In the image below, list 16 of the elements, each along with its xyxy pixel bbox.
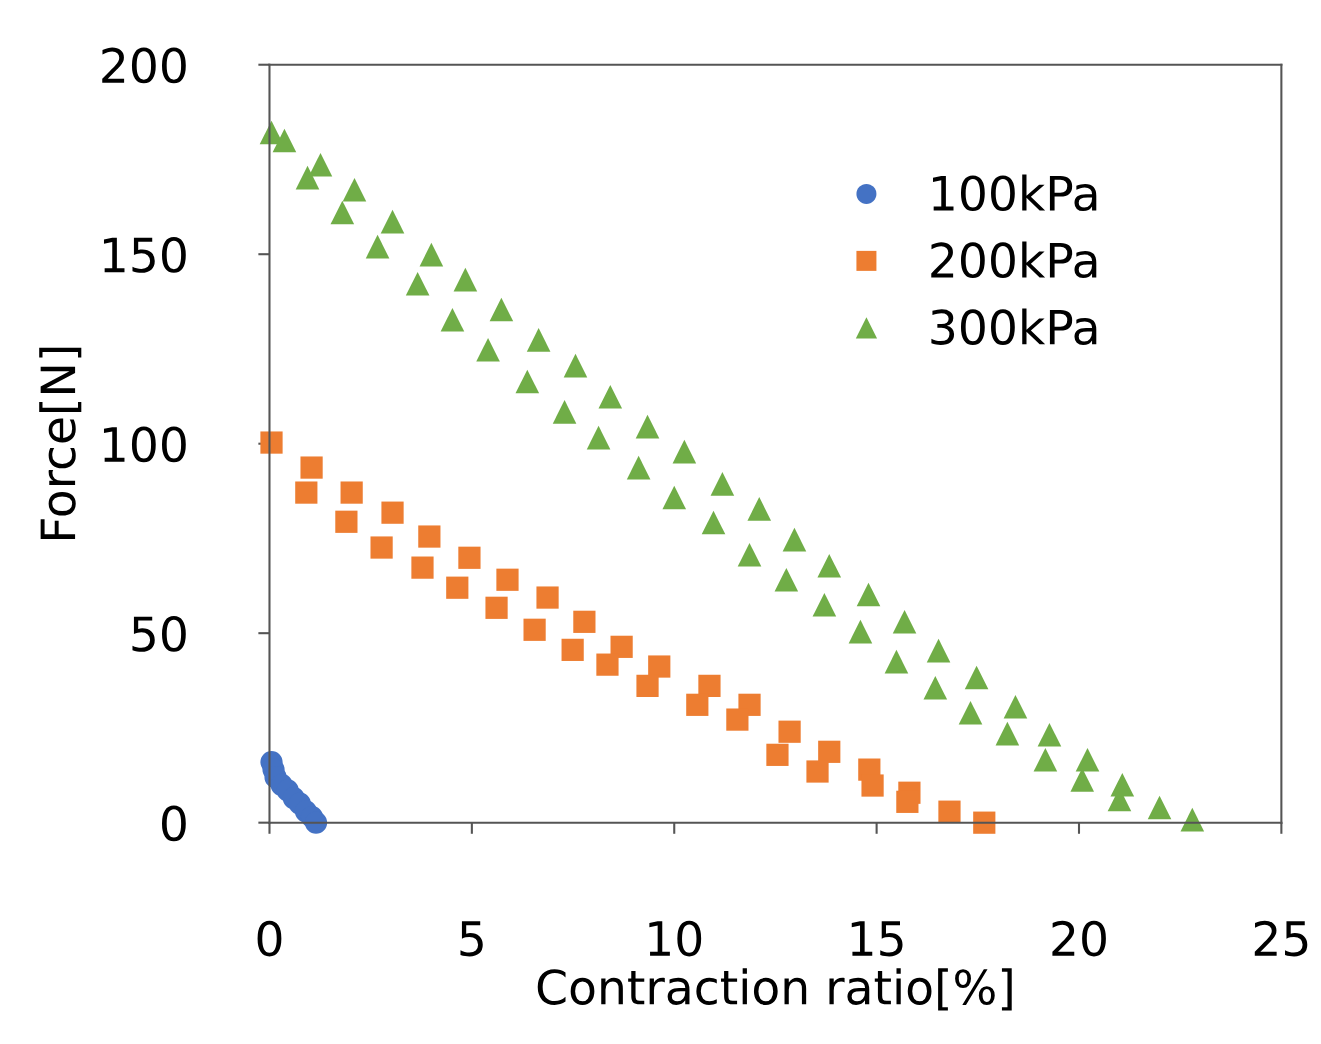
x-tick-label: 10 (649, 920, 702, 957)
x-tick-label: 25 (1254, 920, 1308, 957)
x-tick-label: 0 (257, 920, 282, 957)
y-tick-label: 50 (132, 616, 186, 652)
x-axis-title: Contraction ratio[%] (537, 968, 1012, 1011)
y-tick-label: 150 (103, 237, 186, 273)
legend-label: 300kPa (931, 308, 1097, 346)
x-tick-label: 15 (851, 921, 903, 957)
x-tick-label: 5 (460, 921, 483, 957)
y-axis-title: Force[N] (39, 347, 82, 540)
x-tick-label: 20 (1052, 920, 1106, 957)
y-tick-label: 200 (102, 47, 186, 84)
y-tick-label: 100 (103, 426, 186, 463)
y-tick-label: 0 (162, 805, 186, 842)
legend-label: 100kPa (933, 174, 1097, 212)
legend-label: 200kPa (931, 241, 1097, 279)
